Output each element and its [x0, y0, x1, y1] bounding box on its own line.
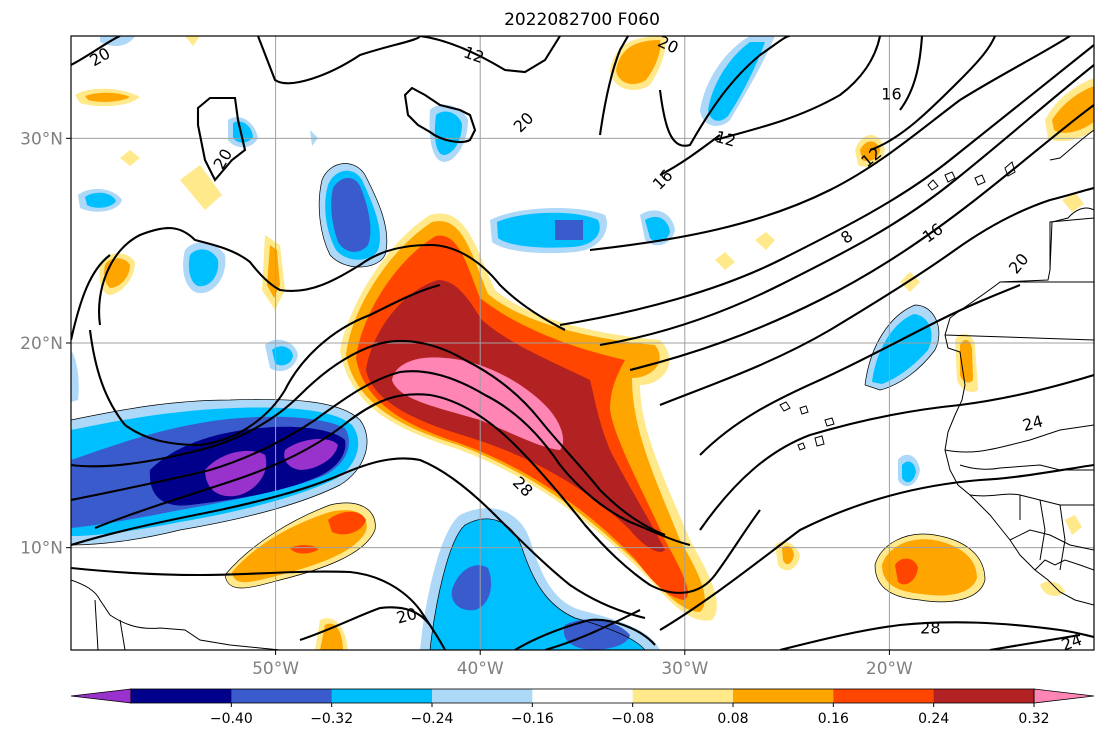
svg-text:24: 24: [1059, 630, 1085, 655]
colorbar-segment-4: [532, 689, 634, 703]
colorbar-extend-high: [1033, 688, 1095, 704]
coastlines: [71, 129, 1094, 650]
svg-text:12: 12: [713, 127, 738, 151]
colorbar-segment-7: [833, 689, 935, 703]
colorbar-label-6: 0.16: [818, 711, 849, 727]
contour-lines: [71, 36, 1094, 650]
contour-label-12: 24: [1020, 411, 1045, 435]
svg-text:20: 20: [394, 604, 419, 628]
positive-band-pink: [392, 357, 564, 450]
tick-label-lon-2: 30°W: [661, 659, 708, 679]
negative-blob-top-cyan: [708, 42, 765, 121]
negative-blob-ne-cyan: [497, 212, 600, 248]
tick-label-lon-0: 50°W: [252, 659, 299, 679]
colorbar-segment-0: [131, 689, 232, 703]
colorbar-label-2: −0.24: [411, 711, 454, 727]
negative-blob-north-blue: [331, 177, 371, 252]
colorbar-segment-8: [933, 689, 1035, 703]
colorbar-segment-3: [432, 689, 533, 703]
svg-text:24: 24: [1020, 411, 1045, 435]
tick-label-lat-0: 30°N: [20, 129, 63, 149]
colorbar-label-7: 0.24: [918, 711, 949, 727]
contour-label-15: 28: [920, 618, 940, 637]
axis-ticks: 50°W 40°W 30°W 20°W 30°N 20°N 10°N: [20, 129, 913, 679]
shading-outlines: [71, 163, 986, 650]
colorbar: −0.40 −0.32 −0.24 −0.16 −0.08 0.08 0.16 0.24 0.3…: [70, 688, 1095, 727]
negative-band-purple-2: [284, 438, 338, 470]
svg-text:28: 28: [920, 618, 940, 637]
negative-blob-south-blue-2: [563, 619, 630, 650]
contour-label-6: 12: [713, 127, 738, 151]
plot-title: 2022082700 F060: [504, 10, 660, 30]
colorbar-label-0: −0.40: [210, 711, 253, 727]
tick-label-lon-3: 20°W: [866, 659, 913, 679]
tick-label-lat-1: 20°N: [20, 334, 63, 354]
colorbar-label-1: −0.32: [310, 711, 353, 727]
tick-label-lat-2: 10°N: [20, 539, 63, 559]
colorbar-label-4: −0.08: [611, 711, 654, 727]
contour-label-5: 16: [881, 84, 901, 103]
colorbar-label-8: 0.32: [1018, 711, 1049, 727]
colorbar-segment-6: [733, 689, 834, 703]
contour-label-14: 20: [394, 604, 419, 628]
colorbar-label-3: −0.16: [511, 711, 554, 727]
contour-label-16: 24: [1059, 630, 1085, 655]
negative-blob-south-blue: [451, 565, 492, 611]
colorbar-segment-1: [231, 689, 333, 703]
colorbar-extend-low: [70, 688, 132, 704]
colorbar-segment-5: [632, 689, 734, 703]
svg-text:16: 16: [881, 84, 901, 103]
tick-label-lon-1: 40°W: [457, 659, 504, 679]
colorbar-label-5: 0.08: [717, 711, 748, 727]
colorbar-segment-2: [331, 689, 433, 703]
